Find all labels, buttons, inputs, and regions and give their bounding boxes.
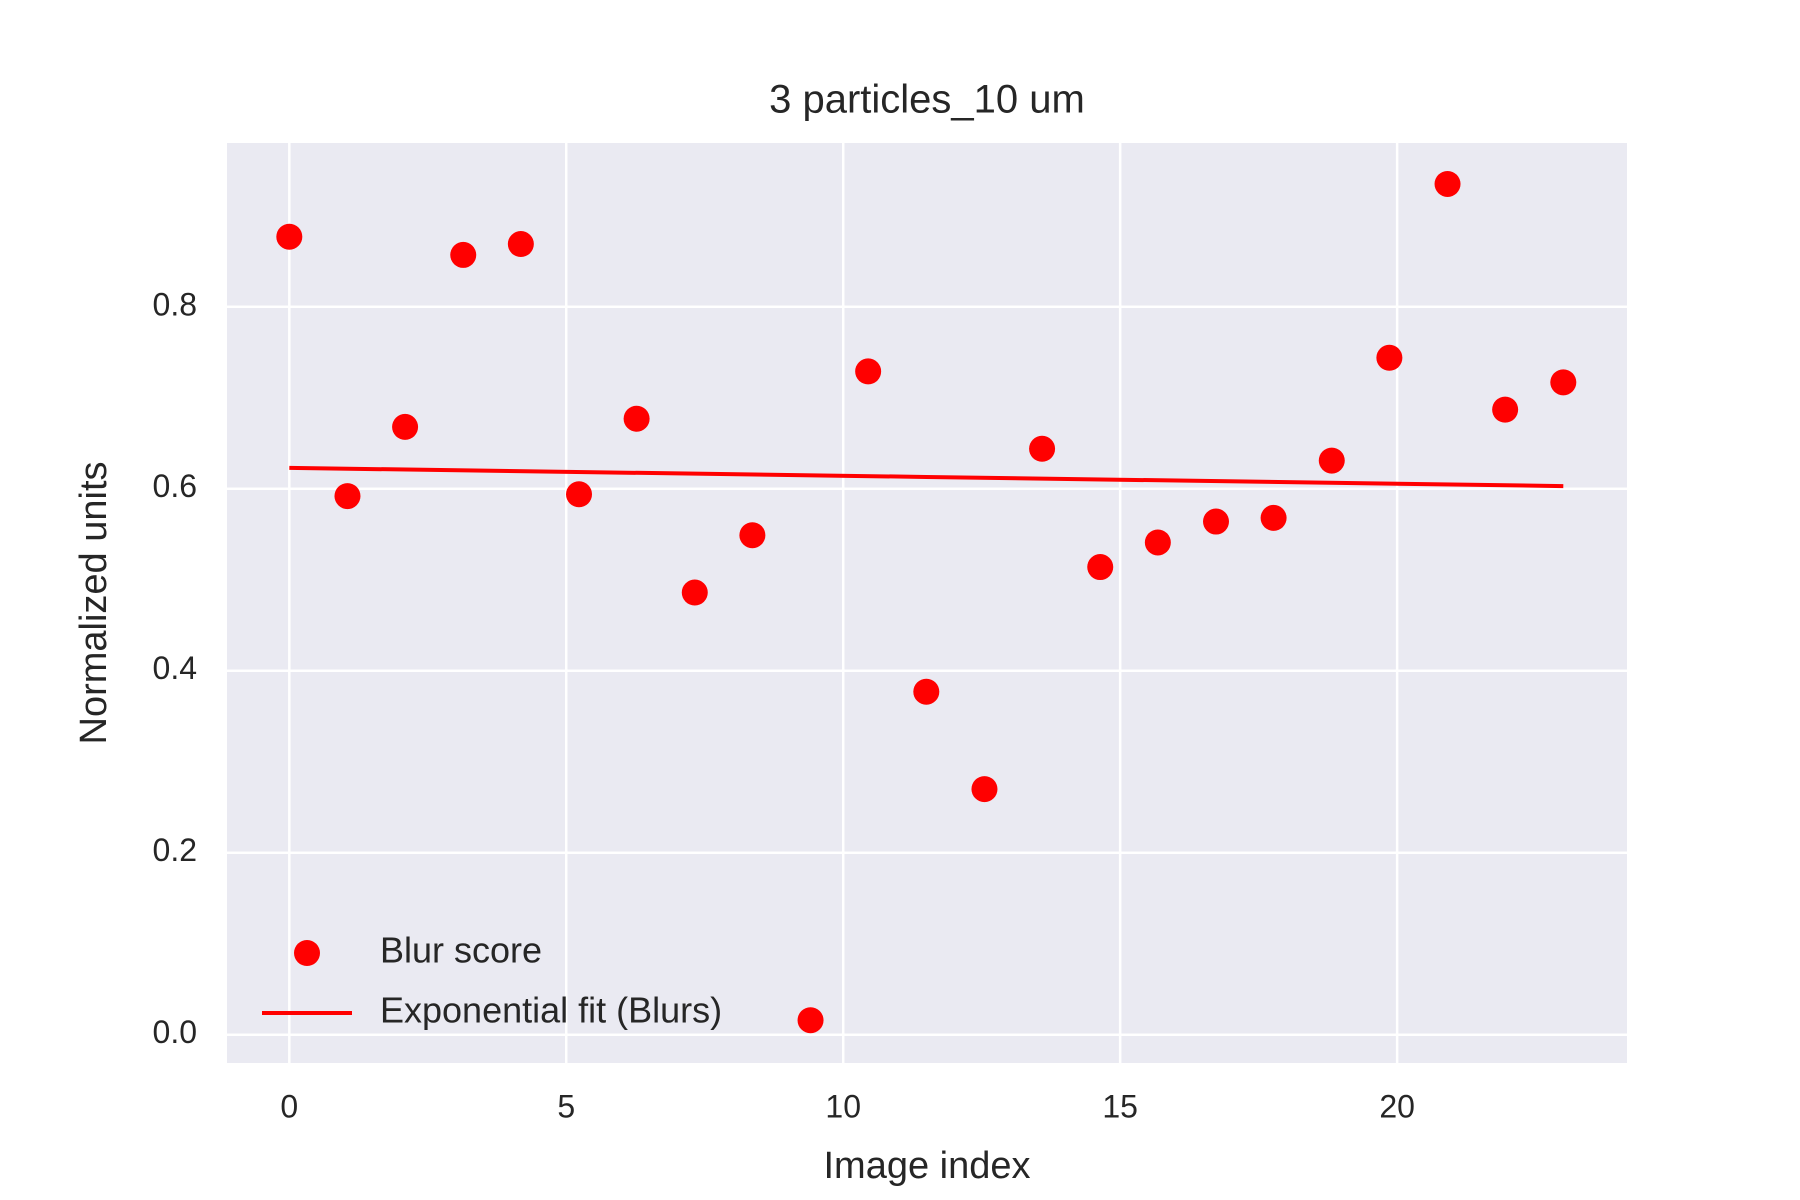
data-point: [507, 231, 534, 258]
y-tick-label: 0.4: [153, 650, 197, 686]
x-axis-label: Image index: [823, 1145, 1030, 1187]
legend: Blur score Exponential fit (Blurs): [262, 930, 722, 1031]
data-point: [1203, 508, 1230, 535]
x-tick-label: 10: [825, 1088, 861, 1124]
fit-line: [289, 465, 1564, 489]
data-point: [1087, 554, 1114, 581]
data-point: [971, 776, 998, 803]
legend-label: Blur score: [380, 930, 542, 971]
data-point: [1318, 447, 1345, 474]
data-point: [913, 678, 940, 705]
x-tick-label: 20: [1379, 1088, 1415, 1124]
data-point: [334, 483, 361, 510]
data-point: [392, 413, 419, 440]
legend-label: Exponential fit (Blurs): [380, 990, 722, 1031]
data-point: [1492, 396, 1519, 423]
data-point: [855, 358, 882, 385]
data-point: [797, 1007, 824, 1034]
data-point: [1434, 170, 1461, 197]
y-tick-label: 0.2: [153, 832, 197, 868]
y-tick-label: 0.6: [153, 468, 197, 504]
y-tick-label: 0.8: [153, 286, 197, 322]
data-point: [566, 481, 593, 508]
data-point: [1550, 369, 1577, 396]
legend-swatch: [294, 940, 320, 966]
x-tick-label: 15: [1102, 1088, 1138, 1124]
marks: [276, 170, 1577, 1034]
data-point: [623, 405, 650, 432]
data-point: [1144, 529, 1171, 556]
plot-background: [227, 143, 1627, 1063]
x-tick-label: 5: [557, 1088, 575, 1124]
y-axis-label: Normalized units: [73, 462, 115, 745]
grid: 0 5 10 15 20 0.0 0.2 0.4 0.6 0.8: [153, 143, 1627, 1124]
x-tick-label: 0: [280, 1088, 298, 1124]
data-point: [681, 579, 708, 606]
data-point: [1260, 504, 1287, 531]
data-point: [739, 522, 766, 549]
data-point: [450, 241, 477, 268]
data-point: [1376, 344, 1403, 371]
data-point: [1029, 435, 1056, 462]
data-point: [276, 223, 303, 250]
y-tick-label: 0.0: [153, 1014, 197, 1050]
chart-title: 3 particles_10 um: [769, 78, 1085, 122]
